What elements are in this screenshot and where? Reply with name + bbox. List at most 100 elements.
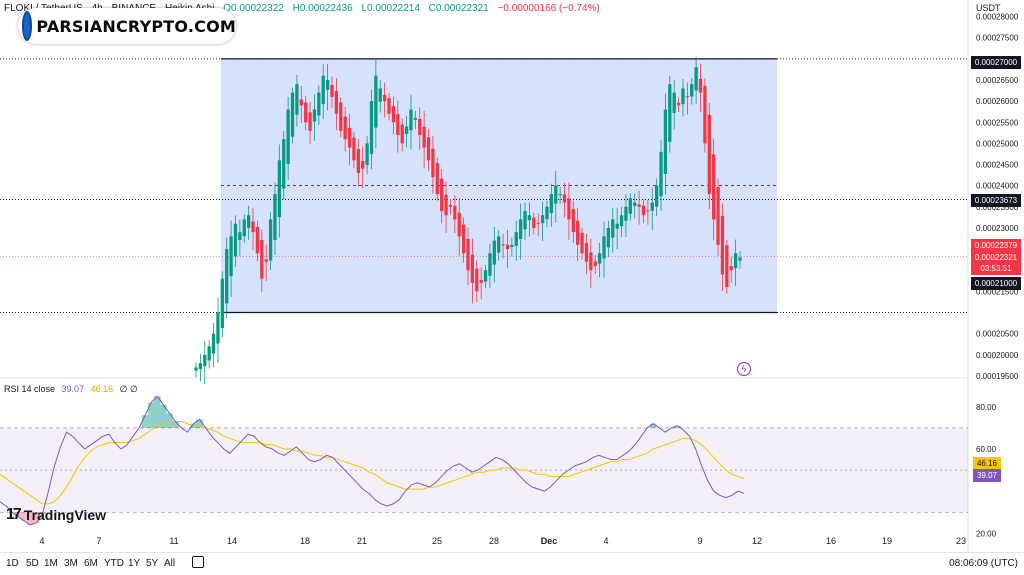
candle-body bbox=[404, 126, 409, 134]
candle bbox=[659, 140, 663, 212]
time-tick-label: 19 bbox=[882, 536, 892, 546]
candle bbox=[716, 178, 720, 256]
candle-body bbox=[312, 109, 317, 122]
candle bbox=[729, 256, 733, 283]
candle bbox=[238, 219, 242, 257]
candle bbox=[347, 114, 352, 166]
candle bbox=[510, 237, 514, 257]
candle-body bbox=[282, 139, 286, 189]
candle-body bbox=[339, 102, 343, 131]
lightning-icon[interactable]: ϟ bbox=[737, 362, 751, 376]
candle-body bbox=[194, 367, 198, 371]
candle-body bbox=[413, 118, 417, 120]
timeframe-ytd[interactable]: YTD bbox=[104, 558, 124, 569]
candle-body bbox=[567, 198, 571, 220]
candle-body bbox=[611, 219, 615, 238]
candle-body bbox=[321, 75, 325, 105]
time-tick-label: 11 bbox=[169, 536, 178, 546]
candle-body bbox=[584, 242, 589, 262]
timeframe-6m[interactable]: 6M bbox=[84, 558, 98, 569]
ohlc-close: C0.00022321 bbox=[428, 3, 489, 14]
price-tick-label: 0.00023500 bbox=[976, 203, 1019, 212]
candle-body bbox=[317, 92, 321, 116]
candle-body bbox=[580, 232, 584, 254]
candle bbox=[431, 136, 435, 194]
candle-body bbox=[738, 257, 742, 261]
price-tag-middle: 0.00023673 bbox=[971, 194, 1021, 207]
candle-body bbox=[655, 185, 659, 207]
candle-body bbox=[268, 219, 273, 261]
rsi-ma-tag: 46.16 bbox=[973, 457, 1001, 470]
candle bbox=[676, 97, 681, 112]
time-tick-label: 16 bbox=[826, 536, 836, 546]
candle bbox=[194, 362, 198, 378]
candle bbox=[216, 297, 220, 363]
candle-body bbox=[242, 219, 246, 237]
timeframe-1d[interactable]: 1D bbox=[6, 558, 19, 569]
rsi-line bbox=[0, 395, 745, 526]
timeframe-5d[interactable]: 5D bbox=[26, 558, 39, 569]
candle-body bbox=[606, 227, 611, 248]
time-tick-label: Dec bbox=[541, 536, 558, 546]
candle-body bbox=[400, 124, 404, 144]
watermark-badge: PARSIANCRYPTO.COM bbox=[18, 8, 236, 44]
candle-body bbox=[562, 194, 567, 203]
candle-body bbox=[330, 84, 334, 97]
price-tag-upper: 0.00027000 bbox=[971, 56, 1021, 69]
candle bbox=[593, 255, 597, 274]
candle-body bbox=[396, 114, 400, 135]
candle bbox=[650, 187, 654, 230]
candle bbox=[396, 100, 400, 153]
rsi-label: RSI 14 close bbox=[4, 384, 56, 394]
candle bbox=[602, 221, 606, 278]
candle-body bbox=[461, 224, 466, 254]
time-tick-label: 12 bbox=[752, 536, 762, 546]
timeframe-5y[interactable]: 5Y bbox=[146, 558, 159, 569]
candle-body bbox=[593, 261, 597, 266]
candle-body bbox=[198, 363, 203, 370]
candle-body bbox=[325, 79, 330, 90]
candle-body bbox=[676, 102, 681, 106]
candle-body bbox=[690, 84, 694, 97]
calendar-icon[interactable] bbox=[192, 556, 204, 568]
candle-body bbox=[523, 211, 527, 230]
timeframe-1y[interactable]: 1Y bbox=[128, 558, 141, 569]
candle bbox=[247, 205, 251, 240]
candle-body bbox=[365, 143, 369, 165]
clock: 08:06:09 (UTC) bbox=[949, 558, 1018, 569]
candle-body bbox=[619, 215, 624, 227]
tradingview-text: TradingView bbox=[23, 507, 107, 523]
candle-body bbox=[650, 202, 654, 211]
candle bbox=[330, 76, 334, 108]
candle bbox=[536, 213, 540, 236]
candle bbox=[361, 146, 365, 188]
candle-body bbox=[251, 221, 255, 233]
bottom-toolbar: 1D 5D 1M 3M 6M YTD 1Y 5Y All 08:06:09 (U… bbox=[0, 552, 1024, 575]
candle bbox=[488, 243, 492, 289]
candle bbox=[312, 94, 317, 141]
timeframe-1m[interactable]: 1M bbox=[44, 558, 58, 569]
candle-body bbox=[624, 206, 628, 221]
rsi-panel bbox=[0, 395, 968, 526]
rsi-header: RSI 14 close 39.07 46.16 ∅ ∅ bbox=[4, 384, 138, 395]
timeframe-all[interactable]: All bbox=[164, 558, 176, 569]
candle bbox=[268, 212, 273, 270]
timeframe-3m[interactable]: 3M bbox=[64, 558, 78, 569]
candle bbox=[273, 182, 277, 256]
candle bbox=[356, 138, 360, 187]
candle bbox=[435, 157, 439, 201]
watermark-logo-icon bbox=[22, 11, 33, 41]
time-tick-label: 4 bbox=[603, 536, 608, 546]
candle bbox=[681, 79, 685, 117]
candle bbox=[422, 111, 426, 169]
candle-body bbox=[466, 238, 470, 271]
candle bbox=[606, 220, 611, 257]
candle bbox=[584, 233, 589, 274]
candle bbox=[233, 215, 238, 268]
candle-body bbox=[264, 259, 268, 262]
candle-body bbox=[733, 253, 738, 269]
candle-body bbox=[549, 194, 553, 214]
candle-body bbox=[545, 206, 549, 220]
ohlc-low: L0.00022214 bbox=[361, 3, 420, 14]
